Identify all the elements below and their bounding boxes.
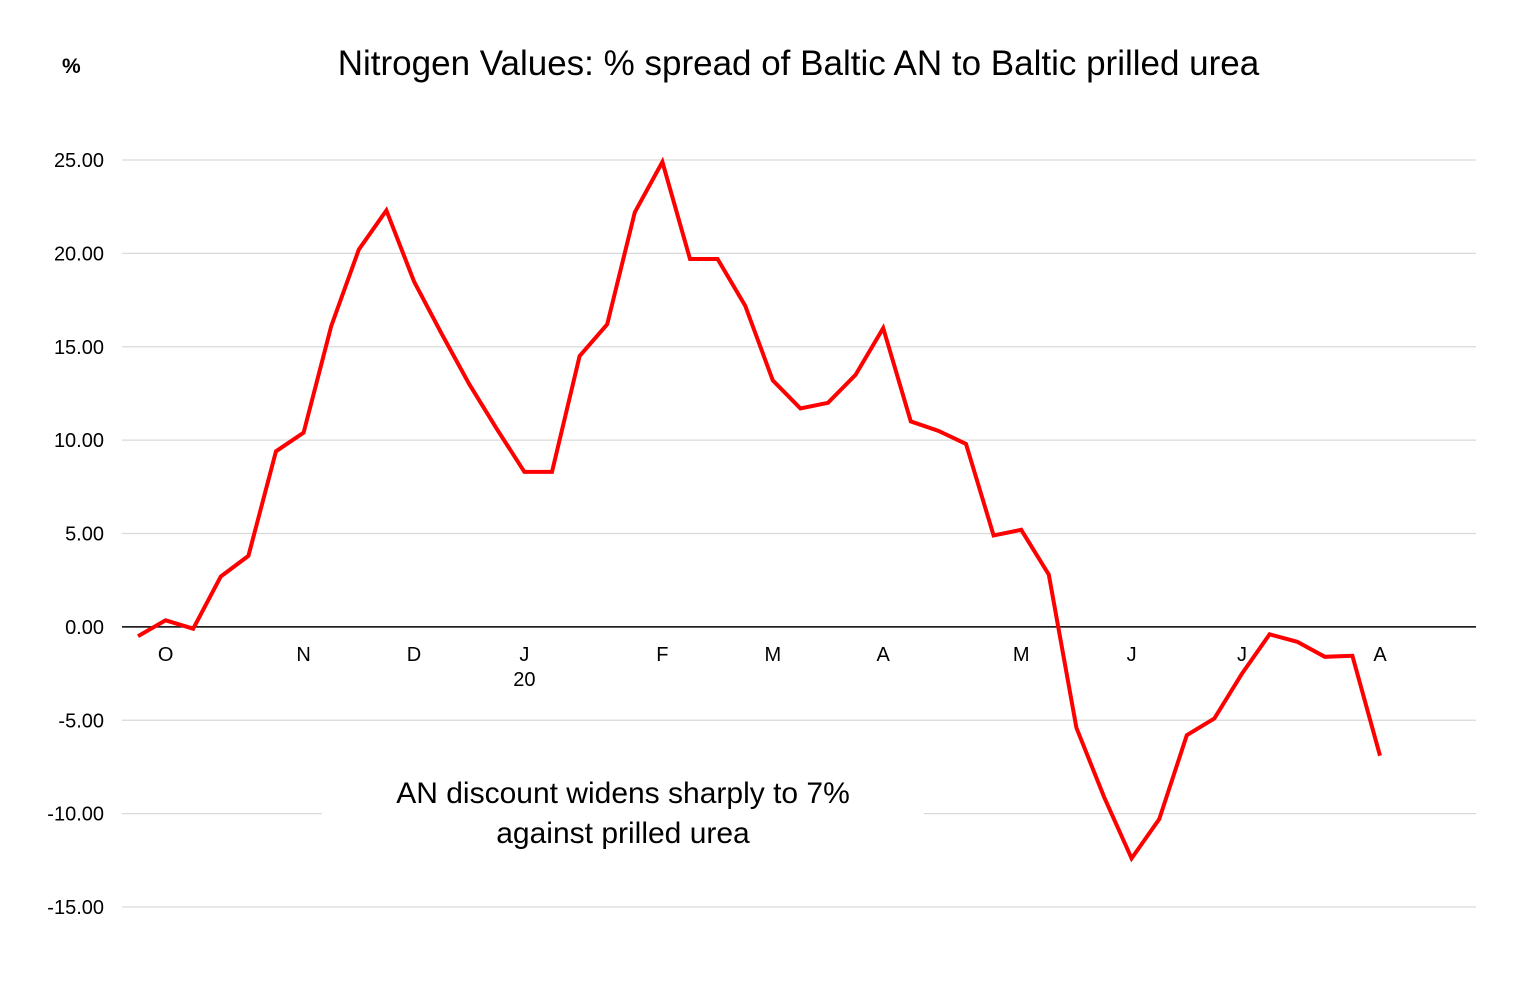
x-tick-label: D	[407, 644, 421, 666]
y-tick-label: 25.00	[54, 150, 104, 172]
y-tick-label: -5.00	[58, 710, 104, 732]
x-tick-label: N	[296, 644, 310, 666]
x-tick-label: A	[877, 644, 891, 666]
y-axis-ticks: 25.00 20.00 15.00 10.00 5.00 0.00 -5.00 -10.00 -…	[47, 150, 104, 919]
chart-title: Nitrogen Values: % spread of Baltic AN t…	[0, 44, 1525, 84]
x-tick-label: F	[656, 644, 668, 666]
x-axis-ticks: O N D J 20 F M A M J J A	[158, 644, 1388, 691]
x-tick-label: A	[1373, 644, 1387, 666]
y-tick-label: -10.00	[47, 804, 104, 826]
x-tick-label: J	[519, 644, 529, 666]
annotation-line-2: against prilled urea	[496, 817, 750, 850]
x-tick-sublabel: 20	[513, 669, 535, 691]
chart-title-text: Nitrogen Values: % spread of Baltic AN t…	[337, 44, 1260, 83]
y-tick-label: 10.00	[54, 430, 104, 452]
y-tick-label: 0.00	[65, 617, 104, 639]
x-tick-label: O	[158, 644, 174, 666]
series-line	[137, 156, 1382, 863]
y-axis-unit-label: %	[62, 55, 81, 78]
series-group	[137, 156, 1382, 863]
x-tick-label: J	[1237, 644, 1247, 666]
x-tick-label: J	[1127, 644, 1137, 666]
y-tick-label: 20.00	[54, 243, 104, 265]
x-tick-label: M	[1013, 644, 1030, 666]
gridlines	[122, 159, 1476, 908]
x-tick-label: M	[764, 644, 781, 666]
y-tick-label: 15.00	[54, 337, 104, 359]
y-tick-label: 5.00	[65, 524, 104, 546]
annotation-line-1: AN discount widens sharply to 7%	[396, 777, 850, 810]
chart-annotation: AN discount widens sharply to 7% against…	[322, 774, 924, 854]
y-tick-label: -15.00	[47, 897, 104, 919]
